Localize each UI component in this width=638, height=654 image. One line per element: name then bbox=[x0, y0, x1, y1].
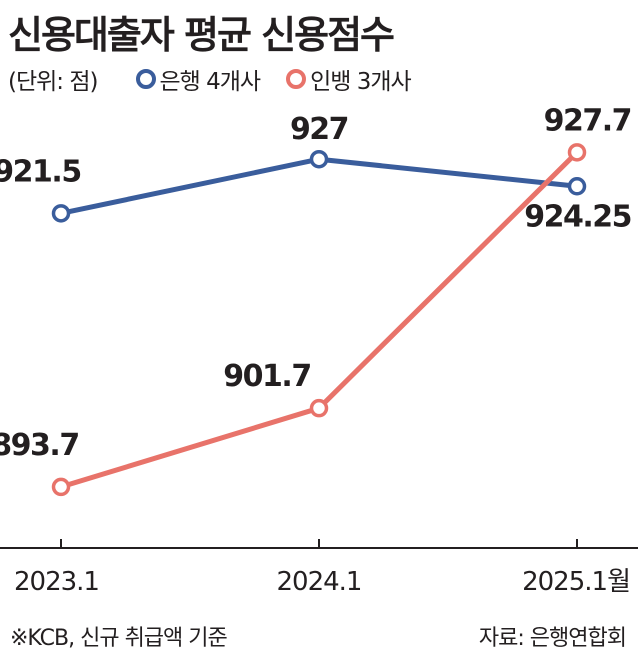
chart-subhead: (단위: 점) 은행 4개사 인뱅 3개사 bbox=[8, 62, 437, 96]
data-label: 927.7 bbox=[544, 103, 631, 138]
data-label: 921.5 bbox=[0, 154, 81, 189]
x-tick-label: 2023.1 bbox=[14, 567, 99, 597]
source-note: 자료: 은행연합회 bbox=[478, 626, 627, 651]
x-tick-label: 2024.1 bbox=[277, 567, 362, 597]
data-point bbox=[567, 143, 587, 162]
legend-label-bank: 은행 4개사 bbox=[159, 69, 262, 95]
data-point bbox=[309, 149, 329, 169]
legend-item-internet-bank: 인뱅 3개사 bbox=[286, 62, 412, 96]
data-label: 901.7 bbox=[223, 359, 310, 394]
data-label: 924.25 bbox=[524, 199, 631, 234]
x-tick-label: 2025.1월 bbox=[522, 567, 630, 597]
footnote: ※KCB, 신규 취급액 기준 bbox=[10, 626, 228, 651]
data-point bbox=[51, 477, 71, 497]
unit-label: (단위: 점) bbox=[8, 69, 98, 95]
chart-title: 신용대출자 평균 신용점수 bbox=[8, 13, 395, 57]
legend-label-internet-bank: 인뱅 3개사 bbox=[310, 69, 412, 95]
data-point bbox=[567, 177, 587, 196]
legend-marker-bank bbox=[135, 69, 156, 89]
legend-marker-internet-bank bbox=[286, 69, 307, 89]
series-line bbox=[60, 150, 579, 490]
data-label: 893.7 bbox=[0, 428, 79, 463]
legend-item-bank: 은행 4개사 bbox=[135, 62, 262, 96]
data-point bbox=[51, 204, 71, 223]
data-label: 927 bbox=[290, 112, 348, 147]
data-point bbox=[309, 398, 329, 418]
